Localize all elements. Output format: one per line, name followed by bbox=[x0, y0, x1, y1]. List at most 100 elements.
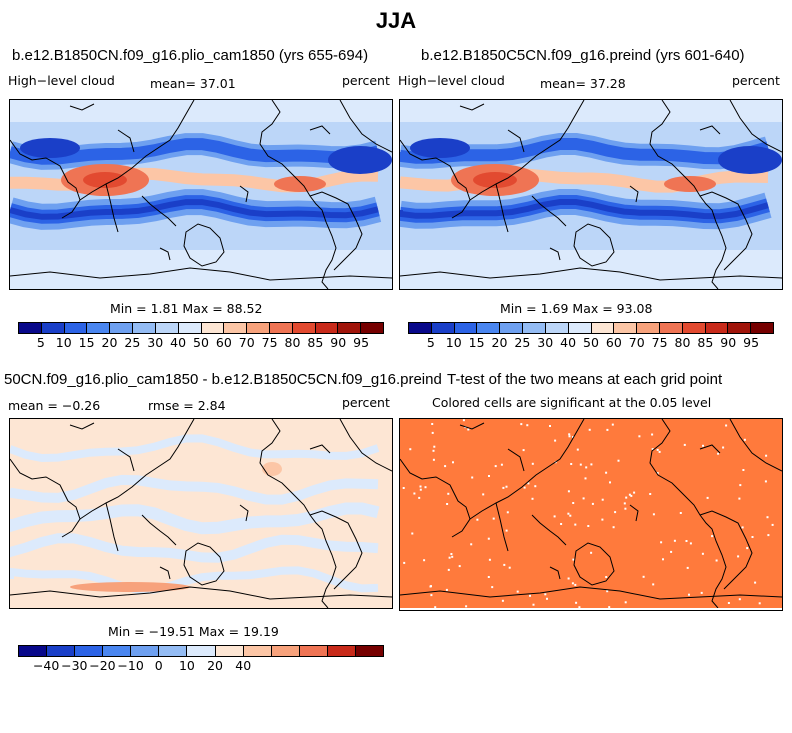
non-significant-cell bbox=[482, 493, 485, 496]
non-significant-cell bbox=[590, 463, 593, 466]
coastline bbox=[699, 191, 753, 271]
coastline bbox=[531, 195, 567, 227]
coastline bbox=[400, 139, 471, 219]
colorbar-swatch bbox=[614, 323, 638, 333]
non-significant-cell bbox=[572, 502, 575, 504]
colorbar-swatch bbox=[659, 323, 683, 333]
non-significant-cell bbox=[605, 471, 608, 474]
coastline bbox=[309, 510, 363, 590]
coastline bbox=[105, 502, 119, 552]
non-significant-cell bbox=[467, 428, 470, 431]
coastline bbox=[459, 103, 485, 111]
non-significant-cell bbox=[579, 463, 582, 466]
colorbar-swatch bbox=[131, 646, 160, 656]
colorbar-swatch bbox=[110, 323, 134, 333]
colorbar-tick-label: 50 bbox=[583, 335, 599, 350]
coastline bbox=[69, 103, 95, 111]
non-significant-cell bbox=[574, 523, 577, 526]
non-significant-cell bbox=[727, 602, 730, 604]
non-significant-cell bbox=[560, 523, 563, 525]
non-significant-cell bbox=[737, 555, 740, 558]
non-significant-cell bbox=[446, 503, 449, 505]
colorbar-swatch bbox=[523, 323, 546, 333]
coastline bbox=[10, 458, 81, 538]
non-significant-cell bbox=[549, 425, 551, 427]
colorbar-tick-label: 0 bbox=[154, 658, 163, 673]
non-significant-cell bbox=[584, 477, 587, 480]
significance-fill bbox=[400, 419, 782, 608]
non-significant-cell bbox=[491, 586, 494, 589]
coastline bbox=[117, 129, 135, 153]
colorbar-tick-label: 60 bbox=[215, 335, 232, 350]
panel3-map bbox=[9, 418, 393, 609]
non-significant-cell bbox=[742, 469, 745, 471]
colorbar-tick-label: 85 bbox=[307, 335, 324, 350]
non-significant-cell bbox=[568, 433, 571, 436]
non-significant-cell bbox=[582, 497, 585, 500]
colorbar-tick-label: −30 bbox=[61, 658, 88, 673]
non-significant-cell bbox=[423, 559, 426, 562]
field-maximum bbox=[664, 176, 716, 192]
non-significant-cell bbox=[419, 488, 422, 491]
non-significant-cell bbox=[715, 559, 718, 562]
non-significant-cell bbox=[652, 513, 655, 516]
non-significant-cell bbox=[409, 448, 412, 451]
non-significant-cell bbox=[767, 534, 770, 537]
non-significant-cell bbox=[758, 602, 761, 605]
non-significant-cell bbox=[601, 518, 604, 521]
panel4-title: T-test of the two means at each grid poi… bbox=[447, 371, 723, 388]
non-significant-cell bbox=[567, 512, 570, 515]
colorbar-tick-label: 20 bbox=[101, 335, 118, 350]
coastline bbox=[309, 191, 363, 271]
non-significant-cell bbox=[570, 463, 573, 465]
non-significant-cell bbox=[451, 555, 454, 558]
coastline bbox=[573, 223, 615, 267]
non-significant-cell bbox=[413, 492, 416, 495]
coastline bbox=[10, 139, 81, 219]
coastline bbox=[459, 422, 485, 430]
colorbar-tick-label: 60 bbox=[605, 335, 622, 350]
non-significant-cell bbox=[628, 493, 631, 496]
non-significant-cell bbox=[702, 444, 704, 447]
non-significant-cell bbox=[614, 511, 617, 514]
non-significant-cell bbox=[447, 568, 450, 571]
field-band bbox=[10, 100, 392, 122]
colorbar-swatch bbox=[87, 323, 111, 333]
coastline bbox=[629, 185, 639, 203]
non-significant-cell bbox=[706, 496, 709, 499]
non-significant-cell bbox=[771, 523, 774, 526]
coastline bbox=[79, 100, 195, 201]
panel2-map bbox=[399, 99, 783, 290]
non-significant-cell bbox=[429, 585, 432, 588]
non-significant-cell bbox=[701, 552, 704, 555]
coastline bbox=[183, 542, 225, 586]
non-significant-cell bbox=[576, 448, 579, 451]
coastline-antarctica bbox=[10, 586, 392, 600]
non-significant-cell bbox=[656, 448, 659, 451]
panel4-map bbox=[399, 418, 783, 611]
non-significant-cell bbox=[689, 542, 692, 545]
colorbar-tick-label: 10 bbox=[178, 658, 195, 673]
coastline bbox=[339, 419, 392, 472]
colorbar-tick-label: 70 bbox=[628, 335, 645, 350]
colorbar-swatch bbox=[682, 323, 706, 333]
panel1-title: b.e12.B1850CN.f09_g16.plio_cam1850 (yrs … bbox=[12, 47, 369, 64]
non-significant-cell bbox=[624, 601, 627, 604]
coastline-antarctica bbox=[10, 267, 392, 281]
non-significant-cell bbox=[590, 551, 593, 554]
non-significant-cell bbox=[591, 502, 594, 505]
non-significant-cell bbox=[575, 601, 578, 604]
non-significant-cell bbox=[611, 423, 614, 426]
colorbar-tick-label: 15 bbox=[78, 335, 95, 350]
non-significant-cell bbox=[445, 588, 448, 591]
colorbar-swatch bbox=[355, 646, 384, 656]
non-significant-cell bbox=[506, 511, 509, 514]
panel1-colorbar-ticks: 5 10 15 20 25 30 40 50 60 70 75 80 85 90 95 bbox=[18, 335, 384, 351]
non-significant-cell bbox=[502, 486, 505, 489]
colorbar-swatch bbox=[299, 646, 328, 656]
panel2-units: percent bbox=[732, 73, 780, 88]
non-significant-cell bbox=[488, 558, 491, 561]
non-significant-cell bbox=[526, 424, 529, 427]
panel1-units: percent bbox=[342, 73, 390, 88]
non-significant-cell bbox=[725, 424, 728, 427]
